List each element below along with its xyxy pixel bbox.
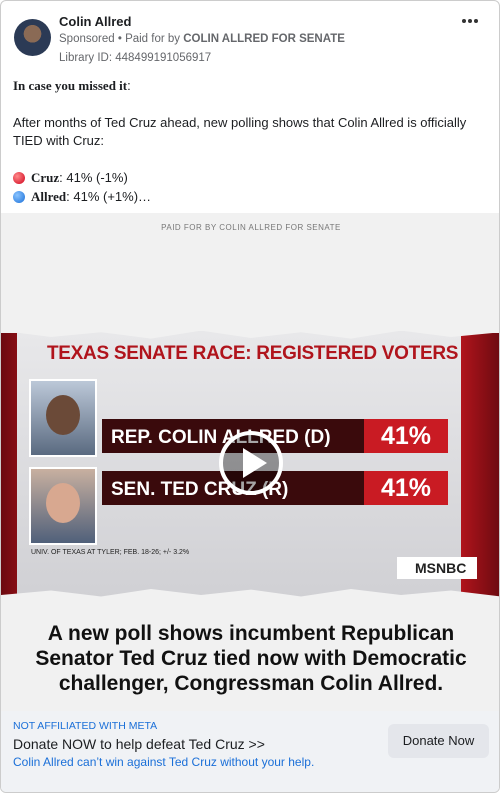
more-menu[interactable] [461,17,479,25]
row-value: 41% [380,422,432,450]
paid-for-org: COLIN ALLRED FOR SENATE [183,33,345,45]
cta-description: Colin Allred can’t win against Ted Cruz … [13,755,315,769]
network-logo: MSNBC [397,557,477,579]
poll-line: Cruz: 41% (-1%) [13,170,128,186]
ad-image[interactable]: PAID FOR BY COLIN ALLRED FOR SENATE TEXA… [1,213,499,711]
disclaimer: NOT AFFILIATED WITH META [13,720,158,732]
bar-value-bg [364,419,448,453]
separator: • [117,33,122,45]
poll-source: UNIV. OF TEXAS AT TYLER; FEB. 18-26; +/-… [31,549,190,556]
intro: In case you missed it: [13,78,131,94]
intro-colon: : [127,78,131,93]
body-text: After months of Ted Cruz ahead, new poll… [13,115,467,148]
poll-text: : 41% (+1%)… [66,189,152,204]
row-value: 41% [380,474,432,502]
candidate-photo [29,379,97,457]
paid-for-label: Paid for by [125,33,181,45]
intro-bold: In case you missed it [13,78,128,93]
poll-line: Allred: 41% (+1%)… [13,189,151,205]
poll-title: TEXAS SENATE RACE: REGISTERED VOTERS [47,343,459,364]
poll-panel [17,331,461,601]
image-paid-for: PAID FOR BY COLIN ALLRED FOR SENATE [161,223,341,232]
library-id: Library ID: 448499191056917 [59,52,212,64]
bar-value-bg [364,471,448,505]
row-label: SEN. TED CRUZ (R) [111,479,289,500]
avatar[interactable] [14,19,51,56]
cta-headline: Donate NOW to help defeat Ted Cruz >> [13,736,265,752]
candidate: Allred [31,189,67,204]
play-button[interactable] [218,430,284,496]
bar-label-bg [102,419,364,453]
sponsored: Sponsored [59,33,115,45]
image-caption: A new poll shows incumbent Republican Se… [35,622,467,695]
sponsor-line: Sponsored • Paid for by COLIN ALLRED FOR… [59,33,345,45]
candidate: Cruz [31,170,60,185]
poll-text: : 41% (-1%) [59,170,128,185]
donate-button[interactable]: Donate Now [388,724,489,758]
page-name[interactable]: Colin Allred [59,14,132,29]
candidate-photo [29,467,97,545]
